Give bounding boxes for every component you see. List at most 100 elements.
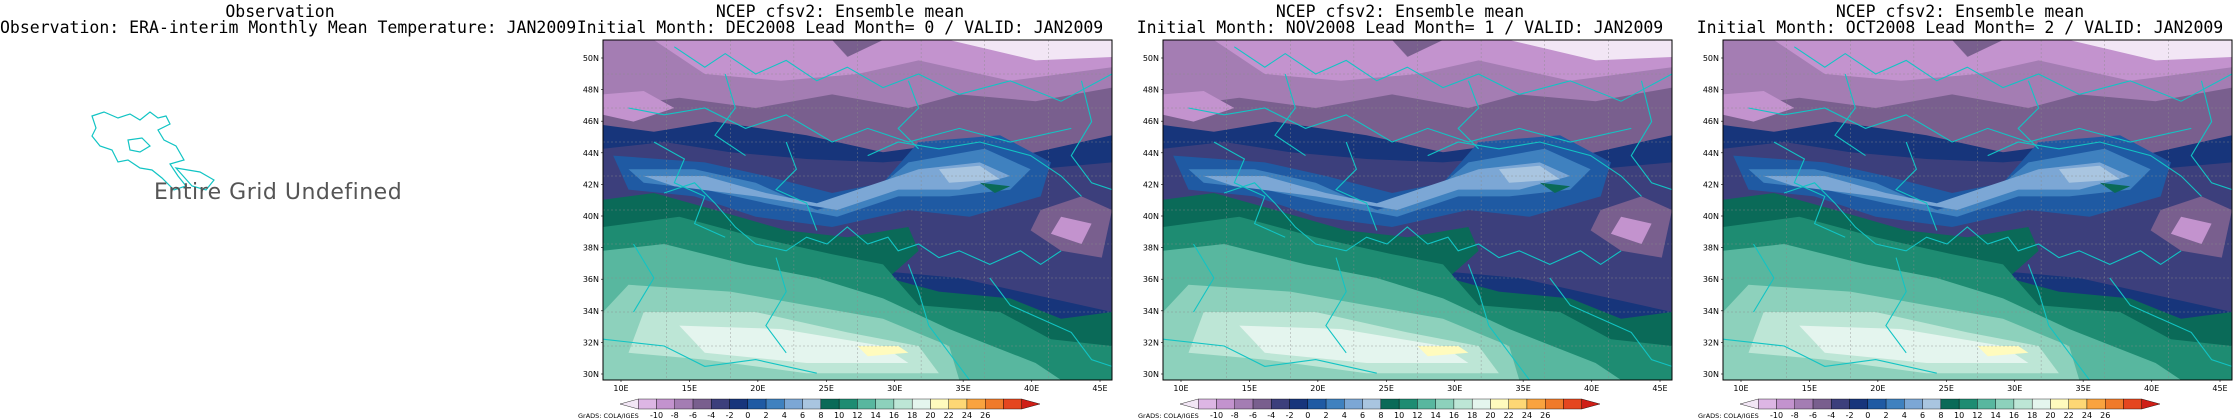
colorbar-swatch — [1398, 398, 1418, 410]
colorbar-swatch — [2013, 398, 2033, 410]
lat-tick-label: 30N — [583, 370, 599, 379]
colorbar-level-label: 8 — [1378, 411, 1383, 420]
colorbar-swatch — [2050, 398, 2069, 410]
colorbar-level-label: 0 — [1305, 411, 1310, 420]
colorbar-swatch — [1003, 398, 1022, 410]
coastline — [653, 141, 726, 238]
contour-band-pale-lilac — [949, 40, 1112, 61]
lat-tick-label: 50N — [583, 54, 599, 63]
colorbar-level-label: 22 — [1504, 411, 1514, 420]
colorbar-swatch — [1380, 398, 1400, 410]
forecast-title-block: NCEP cfsv2: Ensemble mean Initial Month:… — [560, 2, 1120, 36]
colorbar-swatch — [1739, 398, 1759, 410]
lon-tick-label: 10E — [1173, 384, 1188, 393]
coastline — [1457, 80, 1480, 150]
colorbar-swatch — [674, 398, 694, 410]
colorbar-level-label: 12 — [1412, 411, 1422, 420]
lon-tick-label: 15E — [1242, 384, 1257, 393]
colorbar-level-label: 2 — [1884, 411, 1889, 420]
forecast-title-block: NCEP cfsv2: Ensemble mean Initial Month:… — [1120, 2, 1680, 36]
coastline — [2190, 80, 2232, 191]
coastline — [1549, 277, 1672, 367]
lon-tick-label: 40E — [1024, 384, 1039, 393]
lon-tick-label: 35E — [1516, 384, 1531, 393]
colorbar-level-label: 4 — [782, 411, 787, 420]
coastline — [2109, 277, 2232, 367]
coastline — [1070, 80, 1112, 191]
lat-tick-label: 50N — [1703, 54, 1719, 63]
colorbar-level-label: -6 — [1249, 411, 1257, 420]
colorbar-swatch — [1508, 398, 1528, 410]
contour-band-lilac-west — [603, 91, 675, 122]
contour-band-lilac-east — [2170, 216, 2212, 244]
lon-tick-label: 20E — [1870, 384, 1885, 393]
colorbar-level-label: -4 — [707, 411, 715, 420]
forecast-title: NCEP cfsv2: Ensemble mean — [715, 2, 965, 21]
coastline — [1723, 338, 1937, 374]
colorbar-swatch — [1198, 398, 1217, 410]
lon-tick-label: 45E — [2212, 384, 2227, 393]
colorbar-swatch — [1758, 398, 1777, 410]
coastline — [2017, 80, 2040, 150]
lat-tick-label: 32N — [583, 338, 599, 347]
colorbar-level-label: 20 — [925, 411, 935, 420]
lon-tick-label: 15E — [1802, 384, 1817, 393]
colorbar-swatch — [729, 398, 749, 410]
temperature-map: 50N 48N 46N 44N 42N 40N 38N 36N 34N 32N 30N 10E 15E 2… — [578, 39, 1113, 420]
colorbar-level-label: 14 — [1431, 411, 1441, 420]
lon-tick-label: 30E — [1447, 384, 1462, 393]
colorbar-swatch — [1234, 398, 1254, 410]
colorbar-level-label: 14 — [1991, 411, 2001, 420]
colorbar-swatch — [747, 398, 767, 410]
colorbar-swatch — [948, 398, 968, 410]
lat-tick-label: 38N — [1143, 244, 1159, 253]
lat-tick-label: 46N — [1703, 117, 1719, 126]
colorbar-swatch — [802, 398, 822, 410]
colorbar-swatch — [1940, 398, 1960, 410]
colorbar-level-label: 12 — [852, 411, 862, 420]
contour-band-pale-blue — [1498, 165, 1560, 183]
contour-band-mid-blue — [628, 148, 1031, 217]
colorbar-swatch — [893, 398, 913, 410]
undefined-grid-message: Entire Grid Undefined — [154, 180, 403, 205]
colorbar-level-label: -6 — [689, 411, 697, 420]
lon-tick-label: 40E — [1584, 384, 1599, 393]
observation-title: Observation — [225, 2, 335, 21]
coastline — [867, 141, 1082, 197]
colorbar-swatch — [985, 398, 1004, 410]
coastline — [989, 277, 1112, 367]
colorbar-swatch — [1958, 398, 1978, 410]
colorbar-swatch — [1362, 398, 1382, 410]
map-frame — [1722, 39, 2233, 381]
lon-tick-label: 20E — [1310, 384, 1325, 393]
lat-tick-label: 44N — [1143, 149, 1159, 158]
colorbar-swatch — [1831, 398, 1850, 410]
contour-band-teal-spot — [2099, 182, 2131, 193]
coastline — [1427, 141, 1642, 197]
colorbar-swatch — [656, 398, 675, 410]
lat-tick-label: 42N — [583, 180, 599, 189]
lat-tick-label: 44N — [583, 149, 599, 158]
colorbar-swatch — [1812, 398, 1832, 410]
coastline — [1223, 182, 1622, 266]
forecast-title: NCEP cfsv2: Ensemble mean — [1275, 2, 1525, 21]
coastline — [1213, 141, 1286, 238]
coastline — [1188, 107, 1632, 143]
colorbar-level-label: -4 — [1267, 411, 1275, 420]
contour-band-mid-blue — [1748, 148, 2151, 217]
colorbar-level-label: 2 — [1324, 411, 1329, 420]
lat-tick-label: 42N — [1143, 180, 1159, 189]
lat-tick-label: 46N — [1143, 117, 1159, 126]
colorbar-level-label: -2 — [1846, 411, 1854, 420]
coastline — [1895, 141, 1938, 231]
colorbar-swatch — [1289, 398, 1309, 410]
colorbar-swatch — [1922, 398, 1942, 410]
colorbar-swatch — [1435, 398, 1455, 410]
colorbar-level-label: 24 — [1522, 411, 1532, 420]
colorbar-swatch — [1417, 398, 1436, 410]
lon-tick-label: 25E — [819, 384, 834, 393]
colorbar-level-label: -2 — [1286, 411, 1294, 420]
lon-tick-label: 40E — [2144, 384, 2159, 393]
lat-tick-label: 40N — [1703, 212, 1719, 221]
colorbar-swatch — [966, 398, 986, 410]
